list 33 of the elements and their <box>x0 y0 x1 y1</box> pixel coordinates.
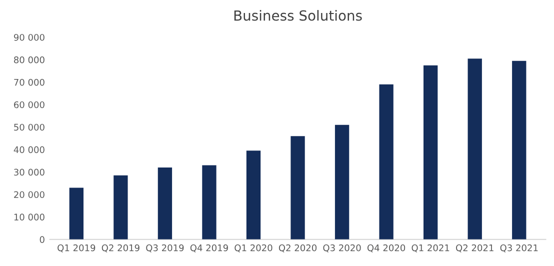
x-tick-label: Q4 2020 <box>367 244 406 252</box>
bar <box>334 124 350 240</box>
x-tick-label: Q2 2019 <box>102 244 140 252</box>
x-tick-label: Q2 2021 <box>456 244 494 252</box>
x-tick-label: Q1 2020 <box>234 244 272 252</box>
bar <box>158 168 172 240</box>
y-tick-label: 70 000 <box>14 78 44 86</box>
bar <box>468 58 482 240</box>
bar <box>114 175 128 240</box>
bar <box>202 165 216 240</box>
x-tick-label: Q3 2019 <box>146 244 184 252</box>
bar <box>69 188 84 240</box>
x-tick-label: Q3 2021 <box>500 244 538 252</box>
x-tick-label: Q2 2020 <box>278 244 317 252</box>
bar <box>379 84 394 240</box>
y-tick-label: 20 000 <box>14 191 44 198</box>
y-tick-label: 10 000 <box>14 214 44 220</box>
y-tick-label: 80 000 <box>14 56 44 64</box>
y-tick-label: 90 000 <box>14 34 44 41</box>
bar <box>512 60 526 240</box>
x-tick-label: Q1 2021 <box>412 244 450 252</box>
x-tick-label: Q4 2019 <box>190 244 228 252</box>
bar <box>290 136 305 240</box>
x-tick-label: Q3 2020 <box>323 244 361 252</box>
chart-title: Business Solutions <box>234 10 362 21</box>
bar <box>246 150 261 240</box>
x-tick-label: Q1 2019 <box>58 244 96 252</box>
y-tick-label: 50 000 <box>14 124 44 131</box>
y-tick-label: 30 000 <box>14 168 44 176</box>
y-tick-label: 0 <box>40 236 44 243</box>
y-tick-label: 40 000 <box>14 146 44 154</box>
y-tick-label: 60 000 <box>14 101 44 108</box>
bar <box>424 65 438 240</box>
